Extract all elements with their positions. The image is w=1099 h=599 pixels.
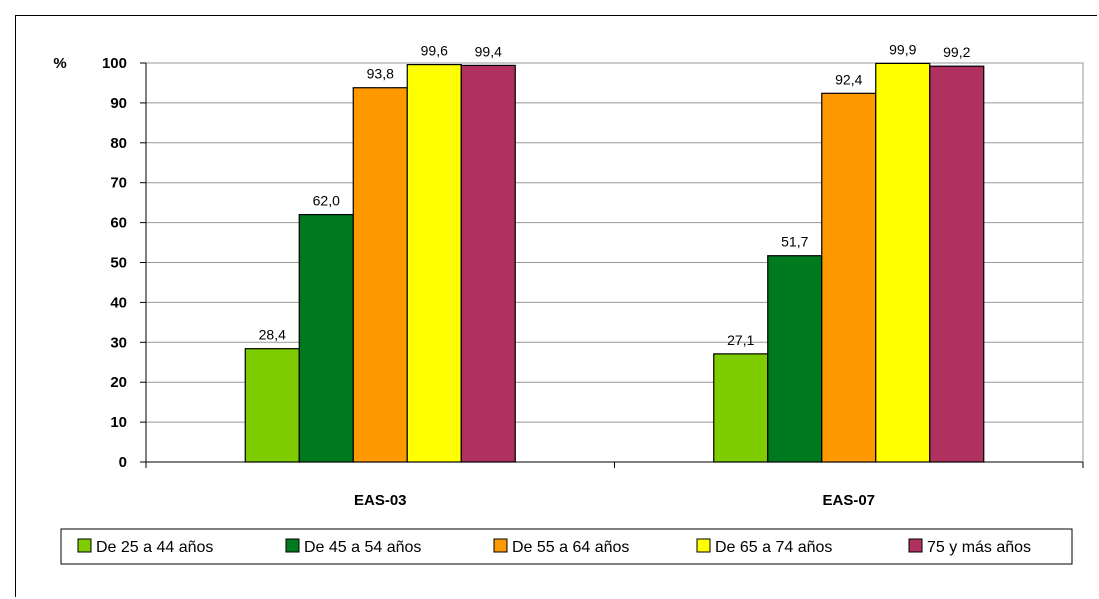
y-axis: 0 10 20 30 40 50 60 70 80 90 100 <box>102 55 147 471</box>
legend-label: De 65 a 74 años <box>715 539 832 556</box>
legend-box <box>60 528 1073 565</box>
bar <box>244 348 300 463</box>
bars <box>244 62 985 463</box>
data-label: 99,9 <box>889 41 916 57</box>
legend-label: 75 y más años <box>927 539 1031 556</box>
legend-swatch <box>285 538 300 553</box>
y-tick-label: 100 <box>102 55 127 72</box>
bar <box>713 353 769 463</box>
bar <box>767 255 823 463</box>
y-tick-label: 90 <box>110 95 127 112</box>
y-tick-label: 80 <box>110 135 127 152</box>
legend-label: De 55 a 64 años <box>512 539 629 556</box>
y-tick-label: 20 <box>110 374 127 391</box>
bar <box>929 65 985 463</box>
x-tick-label: EAS-03 <box>354 492 407 509</box>
bar <box>352 87 408 463</box>
data-label: 99,6 <box>421 43 448 59</box>
x-tick-label: EAS-07 <box>822 492 875 509</box>
data-label: 99,2 <box>943 44 970 60</box>
data-label: 93,8 <box>367 66 394 82</box>
legend-swatch <box>696 538 711 553</box>
legend-swatch <box>908 538 923 553</box>
data-labels: 28,4 62,0 93,8 99,6 99,4 27,1 51,7 92,4 99,9 99,2 <box>259 41 971 347</box>
data-label: 62,0 <box>313 193 340 209</box>
data-label: 99,4 <box>475 43 502 59</box>
x-axis: EAS-03 EAS-07 <box>145 461 1084 509</box>
data-label: 51,7 <box>781 234 808 250</box>
chart-frame <box>15 15 1097 597</box>
y-tick-label: 0 <box>119 454 127 471</box>
data-label: 28,4 <box>259 327 286 343</box>
bar <box>875 62 931 463</box>
legend-label: De 25 a 44 años <box>96 539 213 556</box>
y-tick-label: 60 <box>110 215 127 232</box>
bar <box>460 64 516 463</box>
data-label: 27,1 <box>727 332 754 348</box>
y-axis-label: % <box>53 55 66 72</box>
y-tick-label: 10 <box>110 414 127 431</box>
legend-swatch <box>77 538 92 553</box>
y-tick-label: 40 <box>110 294 127 311</box>
bar <box>406 63 462 463</box>
legend-label: De 45 a 54 años <box>304 539 421 556</box>
data-label: 92,4 <box>835 71 862 87</box>
bar <box>298 214 354 463</box>
legend: De 25 a 44 años De 45 a 54 años De 55 a 64… <box>77 538 1031 556</box>
y-tick-label: 30 <box>110 334 127 351</box>
legend-swatch <box>493 538 508 553</box>
bar <box>821 92 877 463</box>
y-tick-label: 50 <box>110 255 127 272</box>
y-tick-label: 70 <box>110 175 127 192</box>
